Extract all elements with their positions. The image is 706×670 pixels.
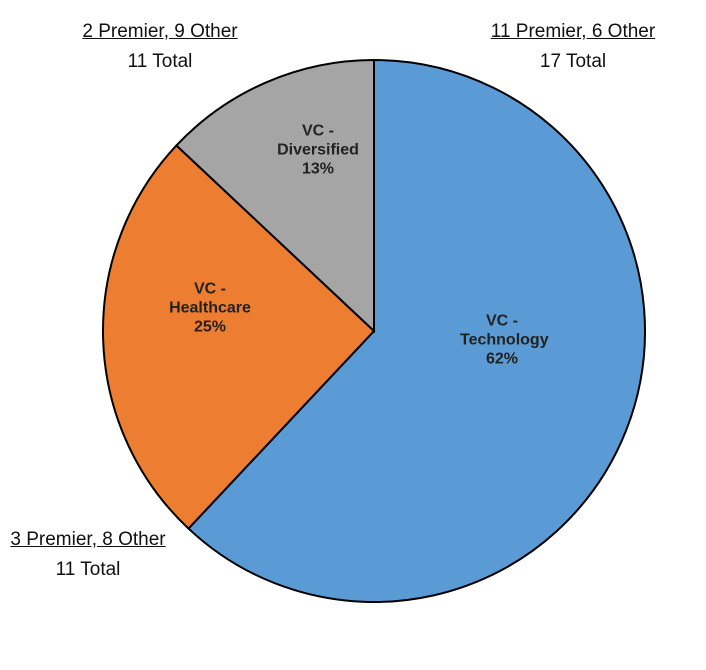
annotation-detail: 3 Premier, 8 Other	[10, 529, 166, 550]
value-label: 62%	[485, 350, 519, 368]
pie-slice	[187, 58, 646, 603]
category-label: VC - Healthcare	[169, 280, 251, 317]
pie-slice	[175, 58, 375, 334]
annotation: 11 Premier, 6 Other 17 Total	[491, 17, 655, 77]
annotation-detail: 2 Premier, 9 Other	[82, 21, 238, 42]
value-label: 13%	[301, 160, 335, 178]
value-label: 25%	[193, 318, 227, 336]
slice-label: VC - Healthcare 25%	[155, 280, 265, 337]
pie-slice	[102, 144, 376, 530]
annotation: 3 Premier, 8 Other 11 Total	[10, 525, 165, 585]
annotation-total: 17 Total	[539, 51, 607, 72]
category-label: VC - Diversified	[277, 122, 359, 159]
annotation-total: 11 Total	[127, 51, 193, 72]
slice-label: VC - Diversified 13%	[263, 122, 373, 179]
category-label: VC - Technology	[460, 312, 549, 349]
annotation-detail: 11 Premier, 6 Other	[490, 21, 656, 42]
slice-label: VC - Technology 62%	[447, 312, 557, 369]
annotation-total: 11 Total	[55, 559, 121, 580]
annotation: 2 Premier, 9 Other 11 Total	[82, 17, 237, 77]
